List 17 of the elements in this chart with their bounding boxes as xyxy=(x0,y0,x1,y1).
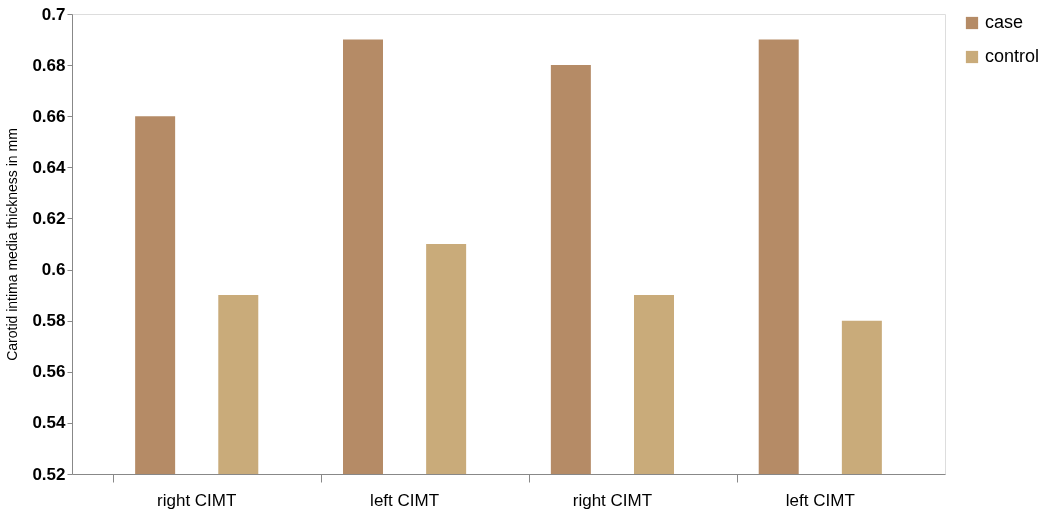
x-tick-label: right CIMT xyxy=(157,490,237,510)
legend-label: case xyxy=(985,12,1024,32)
y-tick-label: 0.6 xyxy=(41,260,66,280)
y-tick-label: 0.52 xyxy=(32,464,66,484)
legend-label: control xyxy=(985,46,1040,66)
y-tick-label: 0.7 xyxy=(41,4,66,24)
y-tick-label: 0.68 xyxy=(32,55,66,75)
y-tick-label: 0.62 xyxy=(32,208,66,228)
x-tick-label: left CIMT xyxy=(785,490,855,510)
y-tick-label: 0.56 xyxy=(32,362,66,382)
y-tick-label: 0.58 xyxy=(32,311,66,331)
y-tick-label: 0.64 xyxy=(32,157,67,177)
y-tick-label: 0.54 xyxy=(32,413,67,433)
x-tick-label: left CIMT xyxy=(370,490,440,510)
y-tick-label: 0.66 xyxy=(32,106,66,126)
x-tick-label: right CIMT xyxy=(572,490,653,510)
y-axis-title: Carotid intima media thickness in mm xyxy=(4,128,21,361)
